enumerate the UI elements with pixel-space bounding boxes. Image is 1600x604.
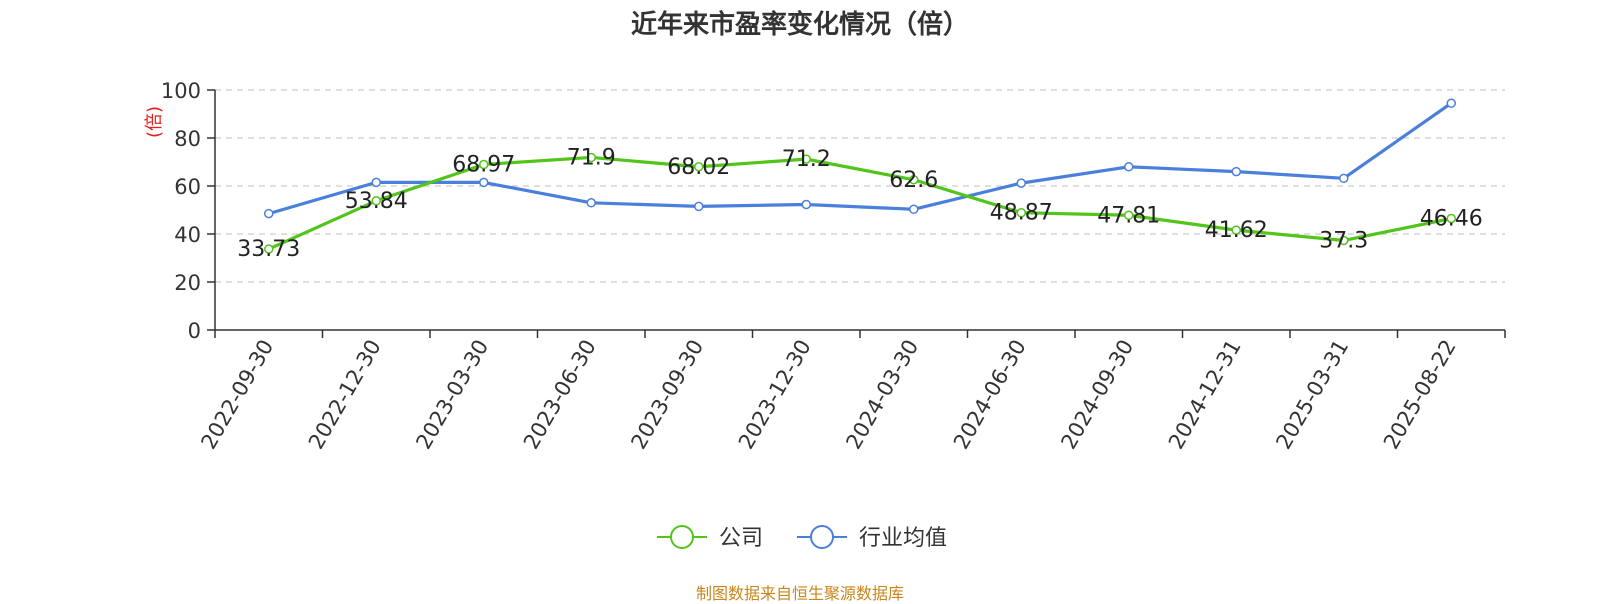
data-label: 62.6 bbox=[889, 168, 938, 193]
data-label: 53.84 bbox=[345, 189, 408, 214]
x-tick-label: 2023-03-30 bbox=[411, 336, 493, 454]
y-tick-label: 20 bbox=[174, 271, 201, 295]
y-tick-labels: 0 20 40 60 80 100 bbox=[161, 79, 201, 343]
grid-lines bbox=[215, 89, 1505, 283]
data-point bbox=[801, 199, 811, 210]
data-point bbox=[1231, 225, 1241, 235]
data-label: 71.9 bbox=[567, 145, 616, 170]
x-tick-labels: 2022-09-30 2022-12-30 2023-03-30 2023-06-30… bbox=[196, 336, 1460, 454]
x-tick-label: 2023-12-30 bbox=[734, 336, 816, 454]
data-point bbox=[801, 154, 811, 164]
data-label: 41.62 bbox=[1205, 218, 1268, 243]
data-point bbox=[694, 162, 704, 172]
x-tick-label: 2022-09-30 bbox=[196, 336, 278, 454]
y-axis-label: (倍) bbox=[144, 106, 165, 138]
data-point bbox=[586, 198, 596, 208]
legend-label: 公司 bbox=[719, 526, 763, 551]
data-label: 68.02 bbox=[667, 155, 730, 180]
legend-swatch-marker bbox=[810, 525, 834, 549]
x-tick-label: 2024-12-31 bbox=[1164, 336, 1246, 454]
data-source-note: 制图数据来自恒生聚源数据库 bbox=[695, 584, 904, 603]
data-label: 37.3 bbox=[1319, 228, 1368, 253]
x-tick-label: 2025-08-22 bbox=[1379, 336, 1461, 454]
legend-item: 行业均值 bbox=[797, 525, 947, 551]
data-point bbox=[1124, 162, 1134, 172]
y-tick-label: 0 bbox=[188, 319, 201, 343]
data-labels: 33.73 53.84 68.97 71.9 68.02 71.2 62.6 48.87 47.… bbox=[237, 145, 1482, 262]
data-label: 71.2 bbox=[782, 147, 831, 172]
x-tick-label: 2023-06-30 bbox=[519, 336, 601, 454]
data-label: 47.81 bbox=[1097, 203, 1160, 228]
y-tick-label: 40 bbox=[174, 223, 201, 247]
data-point bbox=[909, 204, 919, 215]
data-point bbox=[909, 175, 919, 185]
data-point bbox=[1339, 173, 1349, 184]
data-label: 33.73 bbox=[237, 237, 300, 262]
series-lines bbox=[264, 98, 1456, 254]
x-tick-label: 2024-03-30 bbox=[841, 336, 923, 454]
data-label: 46.46 bbox=[1420, 206, 1483, 231]
x-tick-label: 2024-09-30 bbox=[1056, 336, 1138, 454]
series-line bbox=[268, 155, 1452, 251]
x-tick-label: 2023-09-30 bbox=[626, 336, 708, 454]
data-point bbox=[371, 177, 381, 188]
data-label: 48.87 bbox=[990, 201, 1053, 226]
y-tick-label: 100 bbox=[161, 79, 201, 103]
data-point bbox=[371, 196, 381, 206]
data-point bbox=[479, 177, 489, 188]
data-point bbox=[1124, 210, 1134, 221]
y-tick-label: 80 bbox=[174, 127, 201, 151]
series-line bbox=[268, 101, 1453, 216]
data-label: 68.97 bbox=[452, 152, 515, 177]
axes bbox=[207, 89, 1506, 338]
x-tick-label: 2025-03-31 bbox=[1271, 336, 1353, 454]
x-tick-label: 2022-12-30 bbox=[304, 336, 386, 454]
legend-item: 公司 bbox=[657, 525, 763, 551]
data-point bbox=[694, 201, 704, 212]
data-point bbox=[1446, 213, 1456, 224]
chart-title: 近年来市盈率变化情况（倍） bbox=[630, 10, 969, 40]
legend-swatch-marker bbox=[670, 525, 694, 549]
y-tick-label: 60 bbox=[174, 175, 201, 199]
data-point bbox=[1016, 178, 1026, 188]
data-point bbox=[264, 244, 274, 254]
data-point bbox=[1339, 235, 1349, 246]
data-point bbox=[586, 152, 596, 163]
legend-label: 行业均值 bbox=[859, 526, 947, 551]
x-tick-label: 2024-06-30 bbox=[949, 336, 1031, 454]
data-point bbox=[1016, 207, 1026, 218]
data-point bbox=[264, 208, 274, 219]
data-point bbox=[1446, 98, 1456, 108]
data-point bbox=[479, 159, 489, 170]
legend: 公司 行业均值 bbox=[657, 525, 947, 551]
data-point bbox=[1231, 166, 1241, 177]
